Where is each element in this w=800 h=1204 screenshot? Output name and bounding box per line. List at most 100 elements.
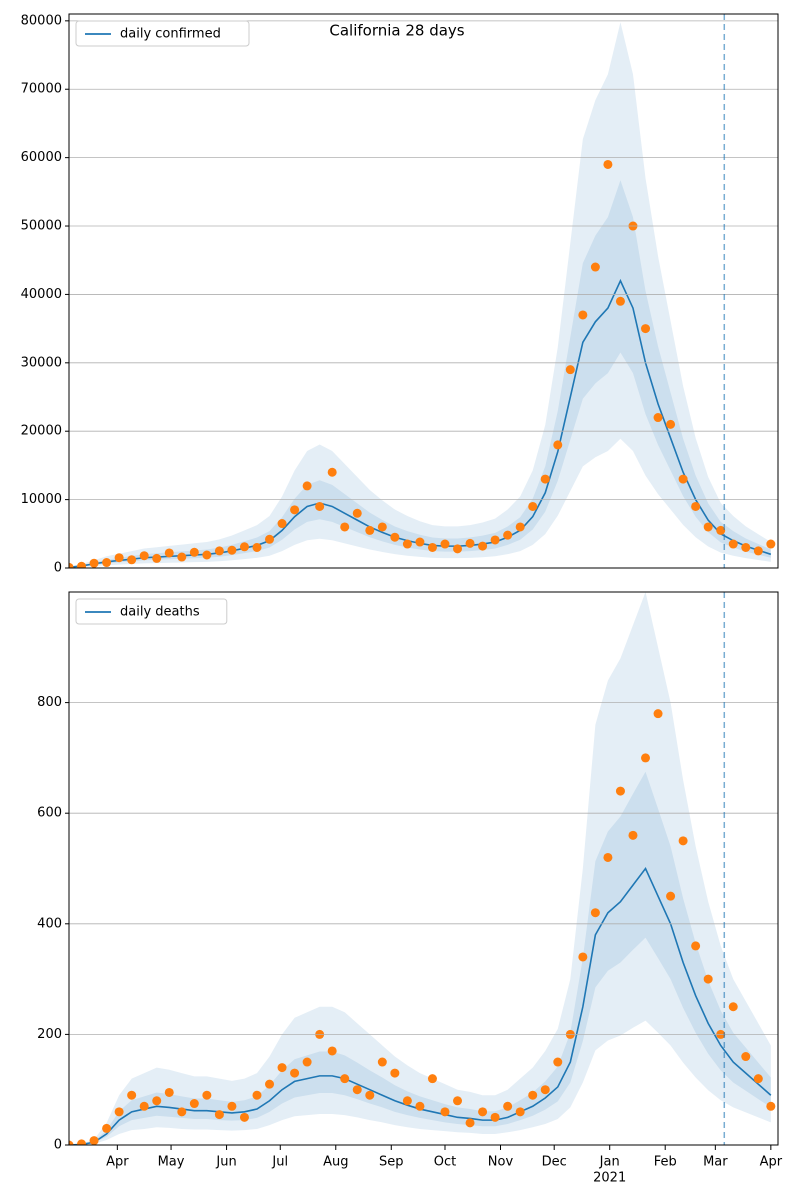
x-tick-label: May [158, 1155, 185, 1170]
chart-title: California 28 days [329, 22, 464, 40]
scatter-point [515, 1107, 525, 1117]
scatter-point [315, 501, 325, 511]
scatter-point [227, 1101, 237, 1111]
scatter-point [89, 558, 99, 568]
y-tick-label: 30000 [21, 355, 62, 370]
y-tick-label: 0 [54, 561, 62, 576]
scatter-point [252, 542, 262, 552]
y-tick-label: 80000 [21, 13, 62, 28]
y-tick-label: 70000 [21, 82, 62, 97]
x-tick-label: Sep [379, 1155, 404, 1170]
scatter-point [415, 537, 425, 547]
scatter-point [352, 1085, 362, 1095]
scatter-point [277, 1063, 287, 1073]
scatter-point [741, 542, 751, 552]
scatter-point [415, 1101, 425, 1111]
scatter-point [402, 1096, 412, 1106]
legend-label: daily deaths [120, 605, 200, 620]
scatter-point [239, 1112, 249, 1122]
x-tick-label: Dec [542, 1155, 567, 1170]
scatter-point [177, 552, 187, 562]
scatter-point [653, 413, 663, 423]
scatter-point [102, 1123, 112, 1133]
legend-label: daily confirmed [120, 27, 221, 42]
scatter-point [453, 544, 463, 554]
scatter-point [427, 1074, 437, 1084]
scatter-point [89, 1136, 99, 1145]
scatter-point [69, 562, 74, 568]
scatter-point [716, 525, 726, 535]
scatter-point [177, 1107, 187, 1117]
scatter-point [214, 1110, 224, 1120]
scatter-point [503, 1101, 513, 1111]
scatter-point [540, 474, 550, 484]
scatter-point [766, 1101, 776, 1111]
scatter-point [503, 530, 513, 540]
scatter-point [440, 539, 450, 549]
scatter-point [352, 508, 362, 518]
scatter-point [753, 546, 763, 556]
axes-frame [68, 591, 779, 1146]
scatter-point [227, 545, 237, 555]
y-tick-label: 200 [37, 1027, 62, 1042]
x-tick-label: Jun [215, 1155, 236, 1170]
y-tick-label: 0 [54, 1138, 62, 1153]
scatter-point [152, 553, 162, 563]
y-tick-label: 20000 [21, 424, 62, 439]
scatter-point [678, 474, 688, 484]
scatter-point [327, 467, 337, 477]
scatter-point [377, 1057, 387, 1067]
scatter-point [340, 1074, 350, 1084]
scatter-point [265, 534, 275, 544]
y-tick-label: 400 [37, 916, 62, 931]
scatter-point [239, 542, 249, 552]
scatter-point [402, 539, 412, 549]
x-year-label: 2021 [593, 1171, 626, 1186]
scatter-point [766, 539, 776, 549]
scatter-point [252, 1090, 262, 1100]
scatter-point [615, 296, 625, 306]
y-tick-label: 40000 [21, 287, 62, 302]
scatter-point [678, 836, 688, 846]
scatter-point [189, 1099, 199, 1109]
scatter-point [666, 419, 676, 429]
scatter-point [202, 550, 212, 560]
scatter-point [615, 786, 625, 796]
x-tick-label: Nov [488, 1155, 514, 1170]
x-tick-label: Jul [271, 1155, 288, 1170]
scatter-point [728, 1002, 738, 1012]
scatter-point [666, 891, 676, 901]
confidence-band [69, 592, 771, 1145]
scatter-point [114, 1107, 124, 1117]
x-tick-label: Apr [106, 1155, 129, 1170]
y-tick-label: 60000 [21, 150, 62, 165]
confidence-band [69, 771, 771, 1145]
scatter-point [741, 1052, 751, 1062]
scatter-point [189, 547, 199, 557]
scatter-point [290, 1068, 300, 1078]
scatter-point [703, 974, 713, 984]
scatter-point [753, 1074, 763, 1084]
axes-frame [68, 13, 779, 569]
scatter-point [302, 1057, 312, 1067]
scatter-point [528, 1090, 538, 1100]
scatter-point [540, 1085, 550, 1095]
scatter-point [653, 709, 663, 719]
scatter-point [127, 555, 137, 565]
scatter-point [691, 501, 701, 511]
scatter-point [365, 525, 375, 535]
scatter-point [515, 522, 525, 532]
scatter-point [327, 1046, 337, 1056]
scatter-point [102, 558, 112, 568]
scatter-point [440, 1107, 450, 1117]
scatter-point [603, 159, 613, 169]
scatter-point [590, 262, 600, 272]
scatter-point [290, 505, 300, 515]
x-tick-label: Apr [760, 1155, 783, 1170]
scatter-point [390, 1068, 400, 1078]
scatter-point [77, 561, 87, 568]
scatter-point [553, 440, 563, 450]
scatter-point [164, 548, 174, 558]
scatter-point [691, 941, 701, 951]
